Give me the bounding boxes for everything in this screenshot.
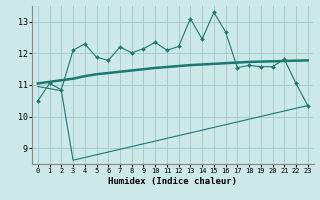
X-axis label: Humidex (Indice chaleur): Humidex (Indice chaleur) [108, 177, 237, 186]
